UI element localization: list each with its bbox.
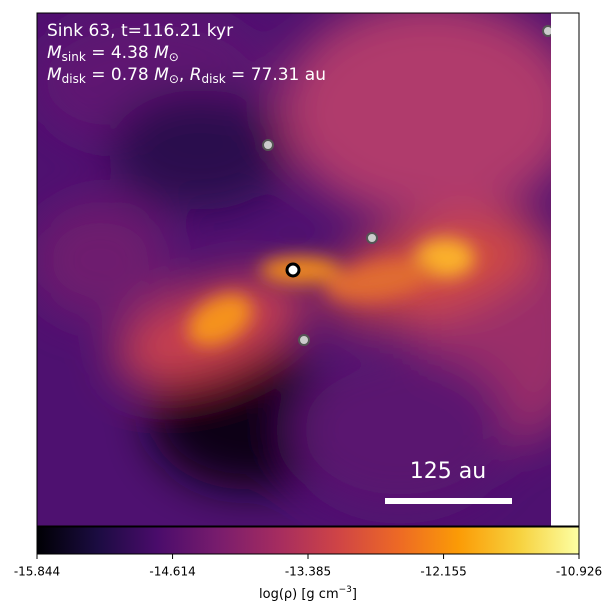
colorbar-tick-label: -12.155 <box>420 565 466 579</box>
colorbar-tick-label: -13.385 <box>285 565 331 579</box>
annotation: Mdisk = 0.78 M⊙, Rdisk = 77.31 au <box>47 65 326 86</box>
sink <box>262 139 274 151</box>
sink <box>366 232 378 244</box>
scale-bar-label: 125 au <box>410 459 486 484</box>
annotation: Sink 63, t=116.21 kyr <box>47 21 233 41</box>
blank-strip <box>551 13 579 526</box>
colorbar-tick-label: -15.844 <box>14 565 60 579</box>
colorbar-tick-label: -14.614 <box>149 565 195 579</box>
scale-bar <box>385 498 512 504</box>
density-map <box>37 13 551 526</box>
frame <box>36 12 580 527</box>
sink <box>542 25 551 37</box>
annotation: Msink = 4.38 M⊙ <box>47 43 179 64</box>
sinks <box>262 25 551 346</box>
sink <box>298 334 310 346</box>
annotations: Sink 63, t=116.21 kyr Msink = 4.38 M⊙ Md… <box>47 21 326 86</box>
colorbar-label: log(ρ) [g cm−3] <box>259 585 357 602</box>
colorbar <box>36 526 580 555</box>
colorbar-tick-label: -10.926 <box>556 565 602 579</box>
main-sink <box>285 262 301 278</box>
